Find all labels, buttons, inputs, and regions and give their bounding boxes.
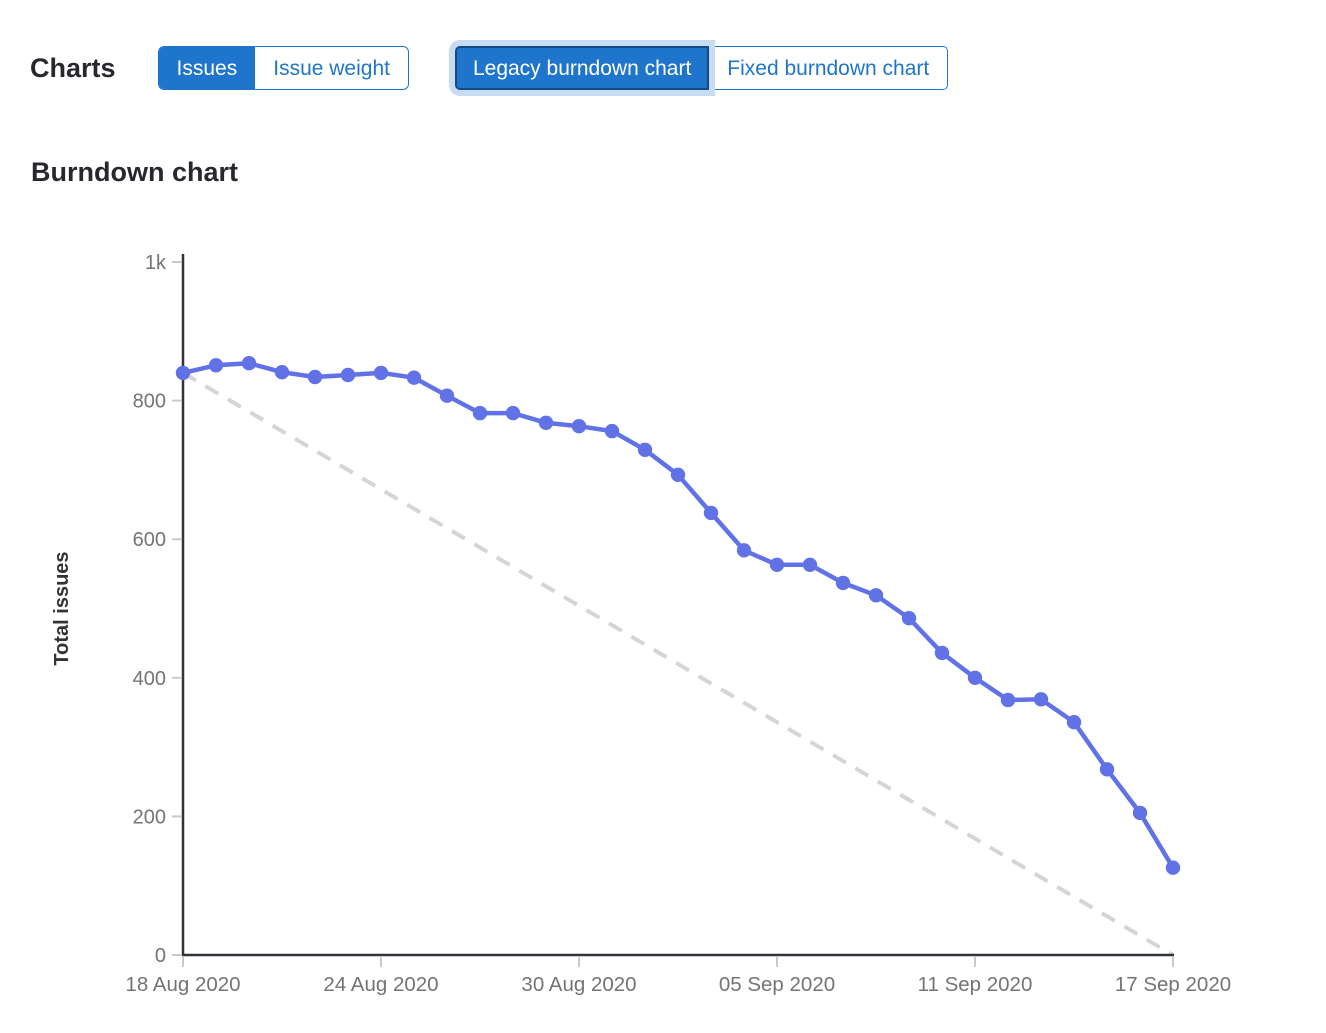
y-axis-tick-label: 400 — [133, 668, 166, 690]
y-axis-title: Total issues — [51, 551, 73, 665]
data-point[interactable] — [769, 557, 785, 572]
x-axis-tick-label: 24 Aug 2020 — [323, 973, 438, 996]
page-title: Burndown chart — [31, 157, 238, 187]
data-point[interactable] — [274, 365, 290, 380]
y-axis-tick-label: 200 — [133, 806, 166, 828]
data-point[interactable] — [1000, 692, 1016, 708]
data-point[interactable] — [637, 442, 653, 457]
x-axis-tick-label: 11 Sep 2020 — [918, 973, 1033, 996]
data-point[interactable] — [1132, 805, 1148, 821]
data-point[interactable] — [670, 467, 686, 482]
data-point[interactable] — [307, 369, 323, 385]
data-point[interactable] — [241, 356, 257, 371]
y-axis-tick-label: 1k — [145, 252, 167, 274]
chart-type-toggle-group: Legacy burndown chart Fixed burndown cha… — [454, 46, 949, 90]
data-point[interactable] — [1099, 762, 1115, 777]
data-point[interactable] — [175, 365, 191, 381]
burndown-chart: 0 200 400 600 800 1k 18 Aug 2020 24 Aug 2020 30 … — [0, 240, 1326, 1028]
data-point[interactable] — [703, 505, 719, 521]
data-point[interactable] — [736, 543, 752, 558]
charts-toolbar: Charts Issues Issue weight Legacy burndo… — [30, 46, 1326, 90]
data-point[interactable] — [835, 575, 851, 591]
data-point[interactable] — [802, 557, 818, 572]
burndown-chart-canvas: 0 200 400 600 800 1k 18 Aug 2020 24 Aug 2020 30 … — [51, 252, 1231, 996]
y-axis-tick-label: 600 — [133, 529, 166, 551]
data-point[interactable] — [604, 423, 620, 439]
metric-toggle-group: Issues Issue weight — [157, 46, 409, 90]
data-point[interactable] — [1165, 860, 1181, 875]
data-point[interactable] — [373, 365, 389, 381]
x-axis-tick-label: 30 Aug 2020 — [521, 973, 636, 996]
x-axis-tick-label: 05 Sep 2020 — [719, 973, 835, 996]
y-axis-tick-label: 800 — [133, 391, 166, 413]
total-issues-line — [180, 360, 1176, 870]
data-point[interactable] — [868, 588, 884, 603]
data-point[interactable] — [439, 388, 455, 403]
y-axis-tick-label: 0 — [155, 945, 166, 967]
data-point[interactable] — [1033, 692, 1049, 707]
fixed-burndown-chart-button[interactable]: Fixed burndown chart — [709, 46, 949, 90]
data-point[interactable] — [472, 405, 488, 421]
data-point[interactable] — [505, 405, 521, 421]
ideal-burndown-guideline — [181, 371, 1175, 957]
x-axis-tick-label: 18 Aug 2020 — [125, 973, 240, 996]
data-point[interactable] — [967, 670, 983, 685]
data-point[interactable] — [571, 419, 587, 434]
issue-weight-toggle-button[interactable]: Issue weight — [255, 47, 408, 89]
legacy-burndown-chart-button[interactable]: Legacy burndown chart — [454, 46, 710, 90]
data-point[interactable] — [538, 415, 554, 430]
data-point[interactable] — [340, 367, 356, 383]
data-point[interactable] — [934, 645, 950, 661]
data-point[interactable] — [1066, 715, 1082, 730]
data-point[interactable] — [901, 611, 917, 626]
charts-label: Charts — [30, 52, 116, 83]
data-point[interactable] — [406, 370, 422, 385]
data-point[interactable] — [208, 358, 224, 373]
x-axis-tick-label: 17 Sep 2020 — [1115, 973, 1231, 996]
issues-toggle-button[interactable]: Issues — [158, 47, 256, 89]
